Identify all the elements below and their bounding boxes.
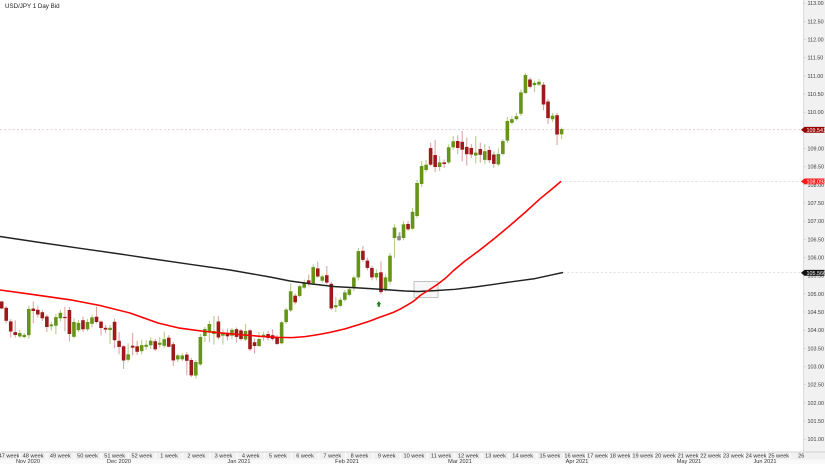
svg-text:104.50: 104.50 — [808, 310, 825, 316]
svg-text:103.50: 103.50 — [808, 346, 825, 352]
svg-text:Jun 2021: Jun 2021 — [753, 459, 776, 464]
svg-text:11 week: 11 week — [431, 454, 452, 460]
svg-text:102.50: 102.50 — [808, 383, 825, 389]
svg-text:Dec 2020: Dec 2020 — [107, 459, 131, 464]
svg-text:5 week: 5 week — [269, 454, 287, 460]
svg-text:4 week: 4 week — [242, 454, 260, 460]
svg-text:24 week: 24 week — [746, 454, 767, 460]
svg-text:47 week: 47 week — [0, 454, 20, 460]
svg-text:110.00: 110.00 — [808, 110, 824, 116]
svg-text:23 week: 23 week — [723, 454, 744, 460]
svg-text:2 week: 2 week — [187, 454, 205, 460]
svg-text:105.00: 105.00 — [808, 292, 825, 298]
svg-text:Jan 2021: Jan 2021 — [227, 459, 250, 464]
svg-text:Apr 2021: Apr 2021 — [566, 459, 589, 464]
svg-text:106.00: 106.00 — [808, 256, 825, 262]
svg-text:108.00: 108.00 — [808, 183, 825, 189]
svg-text:112.00: 112.00 — [808, 38, 824, 44]
svg-text:49 week: 49 week — [50, 454, 71, 460]
svg-text:102.00: 102.00 — [808, 401, 825, 407]
svg-text:Feb 2021: Feb 2021 — [335, 459, 359, 464]
svg-text:10 week: 10 week — [403, 454, 424, 460]
svg-text:107.00: 107.00 — [808, 219, 825, 225]
svg-text:17 week: 17 week — [587, 454, 608, 460]
svg-text:50 week: 50 week — [77, 454, 98, 460]
svg-text:101.50: 101.50 — [808, 419, 825, 425]
svg-text:14 week: 14 week — [512, 454, 533, 460]
svg-text:51 week: 51 week — [104, 454, 125, 460]
svg-text:110.50: 110.50 — [808, 92, 824, 98]
svg-text:13 week: 13 week — [485, 454, 506, 460]
svg-text:26: 26 — [798, 454, 804, 460]
svg-text:109.541: 109.541 — [807, 128, 825, 134]
svg-text:48 week: 48 week — [23, 454, 44, 460]
svg-text:22 week: 22 week — [700, 454, 721, 460]
svg-text:1 week: 1 week — [160, 454, 178, 460]
svg-text:Mar 2021: Mar 2021 — [448, 459, 472, 464]
svg-text:105.566: 105.566 — [807, 271, 825, 277]
svg-text:Nov 2020: Nov 2020 — [16, 459, 40, 464]
svg-text:6 week: 6 week — [296, 454, 314, 460]
svg-text:19 week: 19 week — [632, 454, 653, 460]
svg-text:9 week: 9 week — [378, 454, 396, 460]
svg-text:111.50: 111.50 — [808, 56, 824, 62]
svg-text:21 week: 21 week — [678, 454, 699, 460]
svg-text:108.50: 108.50 — [808, 165, 825, 171]
svg-text:15 week: 15 week — [539, 454, 560, 460]
svg-text:108.093: 108.093 — [807, 180, 825, 186]
svg-text:May 2021: May 2021 — [677, 459, 702, 464]
svg-text:20 week: 20 week — [655, 454, 676, 460]
svg-text:18 week: 18 week — [610, 454, 631, 460]
svg-text:101.00: 101.00 — [808, 437, 825, 443]
svg-text:106.50: 106.50 — [808, 237, 825, 243]
svg-text:111.00: 111.00 — [808, 74, 824, 80]
svg-text:USD/JPY 1 Day Bid: USD/JPY 1 Day Bid — [5, 3, 60, 10]
svg-text:107.50: 107.50 — [808, 201, 825, 207]
svg-text:7 week: 7 week — [323, 454, 341, 460]
svg-text:16 week: 16 week — [564, 454, 585, 460]
svg-text:12 week: 12 week — [458, 454, 479, 460]
svg-text:103.00: 103.00 — [808, 365, 825, 371]
svg-text:113.00: 113.00 — [808, 1, 824, 7]
svg-text:52 week: 52 week — [131, 454, 152, 460]
svg-text:109.00: 109.00 — [808, 147, 825, 153]
svg-text:3 week: 3 week — [215, 454, 233, 460]
svg-text:104.00: 104.00 — [808, 328, 825, 334]
svg-text:105.50: 105.50 — [808, 274, 825, 280]
svg-text:25 week: 25 week — [768, 454, 789, 460]
svg-text:8 week: 8 week — [351, 454, 369, 460]
svg-text:112.50: 112.50 — [808, 19, 824, 25]
